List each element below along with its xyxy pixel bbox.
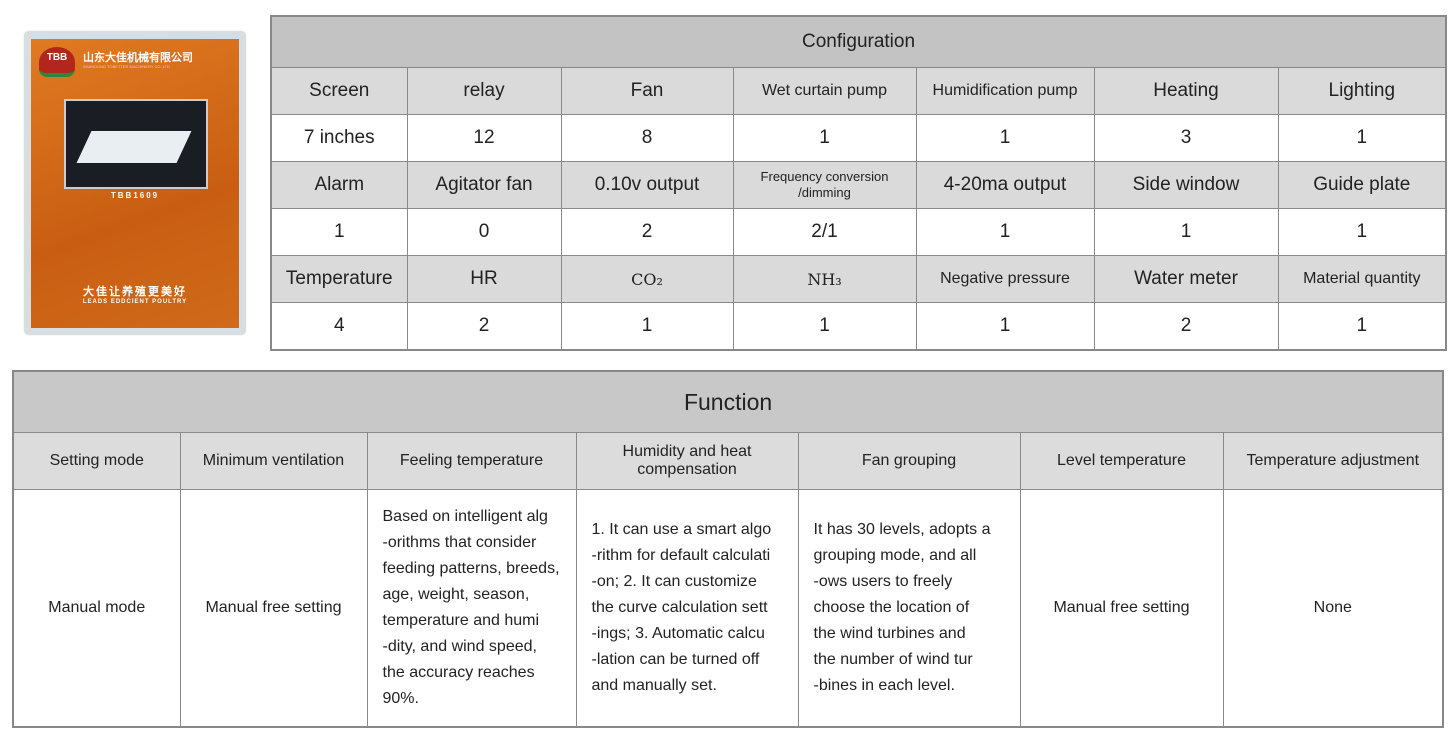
function-value: None: [1222, 489, 1444, 728]
config-label: Material quantity: [1277, 255, 1447, 303]
config-label: 0.10v output: [560, 161, 734, 209]
config-label: Humidification pump: [915, 67, 1095, 115]
config-value: 1: [560, 302, 734, 351]
config-label-row: Temperature HR CO₂ NH₃ Negative pressure Wate…: [270, 255, 1447, 303]
function-header: Minimum ventilation: [179, 432, 368, 490]
config-value: 3: [1093, 114, 1279, 162]
slogan-en: LEADS EDDCIENT POULTRY: [82, 299, 188, 305]
configuration-title: Configuration: [270, 15, 1447, 68]
config-label-row: Screen relay Fan Wet curtain pump Humidifica…: [270, 67, 1447, 115]
controller-panel: TBB 山东大佳机械有限公司 SHANDONG TOBETTER MACHINE…: [31, 39, 239, 328]
company-name-cn: 山东大佳机械有限公司: [83, 51, 193, 64]
config-label: Guide plate: [1277, 161, 1447, 209]
config-label: Temperature: [270, 255, 408, 303]
config-value: 12: [406, 114, 562, 162]
config-value: 0: [406, 208, 562, 256]
config-value: 8: [560, 114, 734, 162]
config-value: 2: [1093, 302, 1279, 351]
function-value: Manual free setting: [1019, 489, 1224, 728]
function-value: Manual mode: [12, 489, 181, 728]
config-label: Side window: [1093, 161, 1279, 209]
config-value: 7 inches: [270, 114, 408, 162]
function-header: Fan grouping: [797, 432, 1021, 490]
config-value: 1: [1093, 208, 1279, 256]
config-label: relay: [406, 67, 562, 115]
tbb-logo: TBB: [39, 47, 75, 77]
config-label: Heating: [1093, 67, 1279, 115]
function-header: Setting mode: [12, 432, 181, 490]
function-header-row: Setting mode Minimum ventilation Feeling t…: [12, 432, 1444, 490]
config-label: Frequency conversion /dimming: [732, 161, 917, 209]
company-name-en: SHANDONG TOBETTER MACHINERY CO.,LTD: [83, 64, 170, 69]
function-header: Feeling temperature: [366, 432, 577, 490]
config-label: Negative pressure: [915, 255, 1095, 303]
function-value-row: Manual mode Manual free setting Based on i…: [12, 489, 1444, 728]
config-value-row: 1 0 2 2/1 1 1 1: [270, 208, 1447, 256]
function-value: It has 30 levels, adopts a grouping mode…: [797, 489, 1021, 728]
config-value: 1: [732, 114, 917, 162]
config-value: 2: [406, 302, 562, 351]
config-value: 1: [915, 208, 1095, 256]
configuration-table: Configuration Screen relay Fan Wet curtain …: [270, 15, 1448, 351]
function-header: Temperature adjustment: [1222, 432, 1444, 490]
config-label: Fan: [560, 67, 734, 115]
config-value: 4: [270, 302, 408, 351]
config-value: 1: [1277, 208, 1447, 256]
product-photo: TBB 山东大佳机械有限公司 SHANDONG TOBETTER MACHINE…: [25, 32, 245, 334]
config-label: NH₃: [732, 255, 917, 303]
function-value: 1. It can use a smart algo -rithm for de…: [575, 489, 799, 728]
config-value: 1: [1277, 114, 1447, 162]
config-label: Agitator fan: [406, 161, 562, 209]
slogan-cn: 大佳让养殖更美好: [83, 285, 187, 298]
config-label: Wet curtain pump: [732, 67, 917, 115]
config-value: 2/1: [732, 208, 917, 256]
config-label: Screen: [270, 67, 408, 115]
function-title: Function: [12, 370, 1444, 433]
model-number: TBB1609: [110, 191, 160, 200]
config-value: 1: [915, 302, 1095, 351]
function-header: Humidity and heat compensation: [575, 432, 799, 490]
function-header: Level temperature: [1019, 432, 1224, 490]
controller-screen: [64, 99, 208, 189]
config-value: 1: [915, 114, 1095, 162]
barn-graphic: [76, 131, 192, 163]
config-label: 4-20ma output: [915, 161, 1095, 209]
function-value: Manual free setting: [179, 489, 368, 728]
config-label: HR: [406, 255, 562, 303]
config-value: 1: [1277, 302, 1447, 351]
config-value-row: 7 inches 12 8 1 1 3 1: [270, 114, 1447, 162]
config-value: 1: [732, 302, 917, 351]
config-label: Water meter: [1093, 255, 1279, 303]
config-label: Alarm: [270, 161, 408, 209]
config-label: Lighting: [1277, 67, 1447, 115]
config-value: 1: [270, 208, 408, 256]
function-value: Based on intelligent alg -orithms that c…: [366, 489, 577, 728]
config-label: CO₂: [560, 255, 734, 303]
config-value: 2: [560, 208, 734, 256]
config-label-row: Alarm Agitator fan 0.10v output Frequency c…: [270, 161, 1447, 209]
function-table: Function Setting mode Minimum ventilation…: [12, 370, 1445, 728]
